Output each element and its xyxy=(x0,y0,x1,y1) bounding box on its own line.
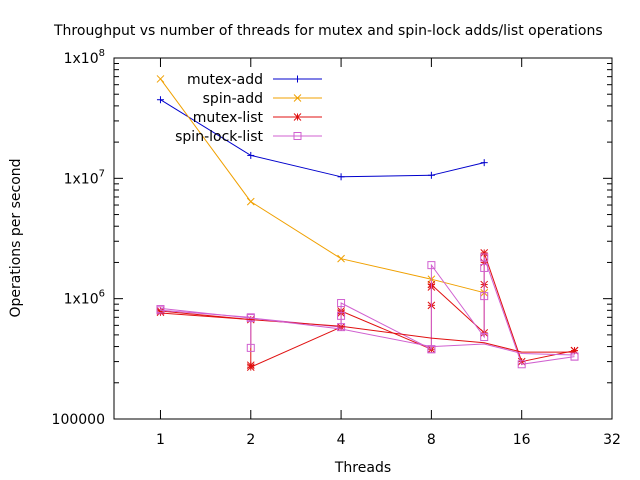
y-axis-label: Operations per second xyxy=(8,158,24,317)
legend-marker xyxy=(294,75,301,83)
x-tick-label: 4 xyxy=(337,432,346,448)
y-tick-label: 1x106 xyxy=(64,289,105,308)
series-spin-add xyxy=(156,75,489,297)
plot-frame xyxy=(113,57,613,420)
legend-marker xyxy=(293,132,302,140)
x-tick-label: 32 xyxy=(603,432,621,448)
series-line-fit-4 xyxy=(160,312,575,353)
point-spin-lock-list xyxy=(337,311,346,320)
x-tick-label: 16 xyxy=(513,432,531,448)
point-mutex-list xyxy=(480,249,489,257)
legend-item-spin-lock-list: spin-lock-list xyxy=(175,129,322,145)
point-spin-lock-list xyxy=(480,263,489,272)
point-spin-lock-list xyxy=(156,306,165,315)
legend-label: spin-add xyxy=(203,91,263,107)
point-mutex-add xyxy=(156,96,164,104)
legend-marker xyxy=(293,113,302,121)
point-mutex-add xyxy=(427,171,435,179)
point-mutex-add xyxy=(480,159,488,167)
point-spin-add xyxy=(337,254,345,263)
series-layer xyxy=(156,75,579,371)
point-spin-lock-list xyxy=(570,352,579,361)
x-tick-label: 1 xyxy=(156,432,165,448)
y-tick-label: 1x107 xyxy=(64,168,105,187)
point-spin-add xyxy=(246,197,255,206)
point-spin-lock-list xyxy=(246,343,255,352)
series-line-spin-lock-list xyxy=(160,257,575,365)
point-mutex-list xyxy=(246,363,255,371)
y-tick-label: 100000 xyxy=(52,412,105,428)
series-line-fit-5 xyxy=(160,307,575,356)
point-spin-lock-list xyxy=(337,299,346,308)
legend-label: mutex-add xyxy=(187,72,263,88)
legend-item-spin-add: spin-add xyxy=(203,91,322,107)
legend-label: spin-lock-list xyxy=(175,129,263,145)
x-tick-label: 2 xyxy=(246,432,255,448)
point-mutex-add xyxy=(247,151,255,159)
point-spin-lock-list xyxy=(480,292,489,301)
axis-ticks: 1 2 4 8 16 32 100000 1x106 1x107 1x108 xyxy=(52,48,621,448)
point-spin-add xyxy=(156,75,165,83)
point-spin-lock-list xyxy=(480,333,489,342)
chart-title: Throughput vs number of threads for mute… xyxy=(53,23,603,39)
point-spin-lock-list xyxy=(517,360,526,369)
y-tick-label: 1x108 xyxy=(64,48,105,67)
series-mutex-add xyxy=(156,96,488,181)
series-fit-5 xyxy=(160,307,575,356)
series-mutex-list xyxy=(156,249,579,371)
point-spin-lock-list xyxy=(427,345,436,354)
legend: mutex-add spin-add mutex-list spin-lock-lis… xyxy=(175,72,322,145)
point-spin-lock-list xyxy=(427,261,436,270)
legend-item-mutex-add: mutex-add xyxy=(187,72,322,88)
legend-label: mutex-list xyxy=(193,110,264,126)
series-fit-4 xyxy=(160,312,575,353)
legend-marker xyxy=(293,94,302,102)
point-spin-lock-list xyxy=(480,253,489,262)
point-mutex-add xyxy=(337,173,345,181)
x-axis-label: Threads xyxy=(334,460,391,476)
x-tick-label: 8 xyxy=(427,432,436,448)
legend-item-mutex-list: mutex-list xyxy=(193,110,322,126)
